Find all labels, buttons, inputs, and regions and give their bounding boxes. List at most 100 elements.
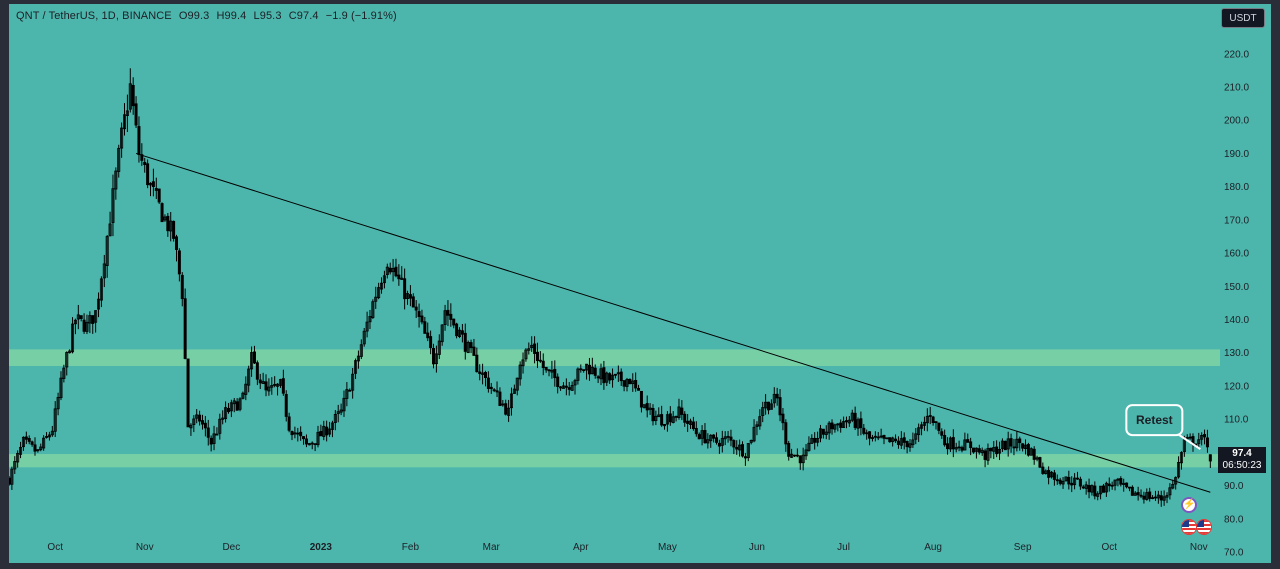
candle-body xyxy=(896,440,900,445)
candle-body xyxy=(94,310,98,323)
candle-body xyxy=(30,441,34,445)
candle-body xyxy=(339,409,343,413)
candle-body xyxy=(995,446,999,455)
candle-body xyxy=(954,447,958,450)
candle-body xyxy=(206,427,210,438)
candle-body xyxy=(440,324,444,343)
price-tick-label: 120.0 xyxy=(1224,381,1249,392)
candle-body xyxy=(946,443,950,450)
candle-body xyxy=(446,309,450,316)
candle-body xyxy=(1203,434,1207,438)
candle-body xyxy=(426,332,430,339)
candle-body xyxy=(512,388,516,394)
candle-body xyxy=(1156,494,1160,499)
retest-callout[interactable]: Retest xyxy=(1125,404,1201,450)
candle-body xyxy=(65,352,69,368)
candle-body xyxy=(195,414,199,419)
change-value: −1.9 (−1.91%) xyxy=(325,10,397,22)
candle-body xyxy=(53,408,57,432)
candle-body xyxy=(345,389,349,399)
candle-body xyxy=(605,372,609,383)
candle-body xyxy=(406,293,410,299)
candle-body xyxy=(1058,479,1062,484)
candle-body xyxy=(50,430,54,436)
candle-body xyxy=(307,443,311,446)
candle-body xyxy=(302,436,306,440)
currency-badge[interactable]: USDT xyxy=(1221,8,1265,28)
candle-body xyxy=(232,400,236,405)
candle-body xyxy=(1148,491,1152,499)
candle-body xyxy=(772,393,776,404)
candle-body xyxy=(833,424,837,430)
candle-body xyxy=(1021,443,1025,449)
bar-countdown: 06:50:23 xyxy=(1222,460,1262,471)
candle-body xyxy=(458,329,462,337)
symbol-label[interactable]: QNT / TetherUS, 1D, BINANCE xyxy=(16,10,172,22)
candle-body xyxy=(443,310,447,325)
candle-body xyxy=(348,389,352,392)
candle-body xyxy=(186,358,190,428)
candle-body xyxy=(1003,440,1007,451)
candle-body xyxy=(501,403,505,406)
candle-body xyxy=(766,401,770,411)
candle-body xyxy=(192,418,196,426)
candle-body xyxy=(452,318,456,326)
candle-body xyxy=(19,446,23,455)
candle-body xyxy=(593,367,597,376)
candle-body xyxy=(790,453,794,458)
candle-body xyxy=(899,438,903,446)
candle-body xyxy=(865,432,869,435)
price-axis[interactable]: 230.0220.0210.0200.0190.0180.0170.0160.0… xyxy=(1224,16,1249,558)
candle-body xyxy=(651,407,655,422)
time-tick-label: Nov xyxy=(1190,542,1208,553)
last-price: 97.4 xyxy=(1232,448,1252,459)
candle-body xyxy=(567,387,571,390)
time-axis[interactable]: Oct Nov Dec 2023 Feb Mar Apr May Jun Jul Aug Sep Oct… xyxy=(47,542,1207,553)
candle-body xyxy=(180,274,184,300)
candle-body xyxy=(385,266,389,276)
candle-body xyxy=(1096,493,1100,497)
descending-trendline[interactable] xyxy=(135,152,1211,493)
candle-body xyxy=(267,386,271,392)
candle-body xyxy=(368,316,372,323)
candle-body xyxy=(333,413,337,423)
candle-body xyxy=(697,434,701,440)
candle-body xyxy=(13,461,17,470)
price-tick-label: 200.0 xyxy=(1224,116,1249,127)
candle-body xyxy=(1113,479,1117,486)
candle-body xyxy=(983,450,987,460)
us-flag-event-icon[interactable] xyxy=(1181,519,1197,535)
candle-body xyxy=(561,385,565,389)
candle-body xyxy=(844,420,848,423)
candle-body xyxy=(1067,476,1071,485)
support-zone[interactable] xyxy=(9,454,1220,468)
candle-body xyxy=(408,294,412,299)
candle-body xyxy=(238,398,242,410)
candle-body xyxy=(553,368,557,379)
candle-body xyxy=(290,430,294,436)
candle-body xyxy=(475,354,479,373)
candle-body xyxy=(88,315,92,324)
candle-body xyxy=(778,397,782,416)
lightning-event-icon[interactable]: ⚡ xyxy=(1181,497,1197,513)
candle-body xyxy=(816,438,820,443)
us-flag-event-icon[interactable] xyxy=(1196,519,1212,535)
candle-body xyxy=(862,427,866,434)
support-zone[interactable] xyxy=(9,349,1220,367)
candle-body xyxy=(694,427,698,435)
candle-body xyxy=(564,385,568,388)
candle-body xyxy=(1145,492,1149,500)
time-tick-label: Feb xyxy=(402,542,420,553)
candle-body xyxy=(224,407,228,419)
candle-body xyxy=(764,401,768,409)
candle-body xyxy=(21,436,25,448)
candle-body xyxy=(680,407,684,415)
candle-body xyxy=(931,416,935,424)
candle-body xyxy=(888,437,892,443)
candle-body xyxy=(634,380,638,389)
candle-body xyxy=(120,127,124,149)
candle-body xyxy=(795,454,799,457)
candle-body xyxy=(1110,484,1114,487)
candle-body xyxy=(472,346,476,356)
price-chart[interactable]: Retest 230.0220.0210.0200.0190.0180.0170… xyxy=(9,4,1271,563)
